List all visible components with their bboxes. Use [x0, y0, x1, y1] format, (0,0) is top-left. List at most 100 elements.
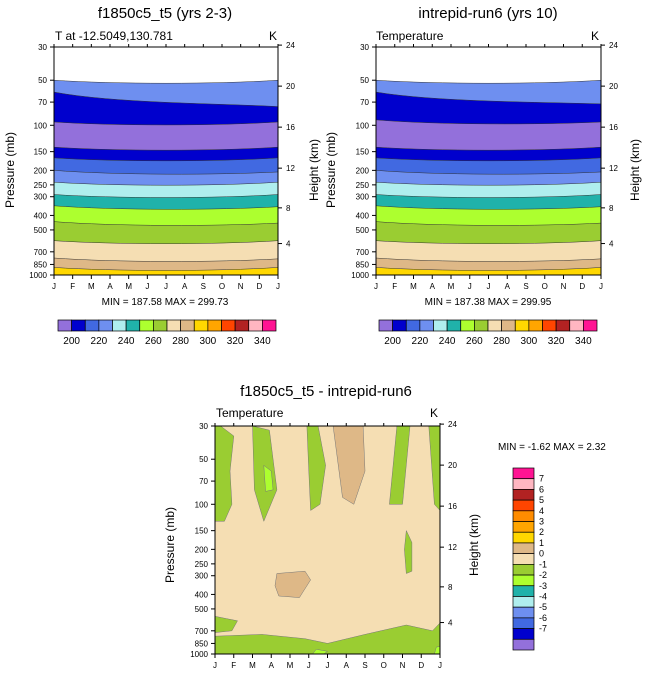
colorbar-box: [487, 319, 502, 332]
x-tick-label: A: [269, 661, 275, 670]
y-right-tick-label: 20: [609, 82, 618, 91]
colorbar-box: [248, 319, 263, 332]
y-axis-right-label: Height (km): [307, 139, 321, 201]
colorbar-box: [84, 319, 100, 332]
colorbar-label: 240: [118, 336, 135, 347]
y-tick-label: 150: [34, 148, 48, 157]
x-tick-label: J: [487, 282, 491, 291]
y-tick-label: 250: [34, 181, 48, 190]
x-tick-label: A: [182, 282, 188, 291]
x-tick-label: M: [88, 282, 95, 291]
y-tick-label: 50: [360, 76, 369, 85]
y-tick-label: 850: [356, 260, 370, 269]
colorbar-box: [98, 319, 113, 332]
y-tick-label: 250: [356, 181, 370, 190]
y-right-tick-label: 12: [609, 164, 618, 173]
colorbar-box: [583, 319, 598, 332]
colorbar-box: [512, 478, 535, 490]
y-tick-label: 300: [34, 193, 48, 202]
contour-region-12: [434, 646, 440, 654]
min-max-label: MIN = 187.58 MAX = 299.73: [102, 297, 229, 308]
x-tick-label: S: [201, 282, 206, 291]
contour-region-11: [312, 649, 329, 654]
y-tick-label: 200: [195, 545, 209, 554]
colorbar-box: [512, 489, 535, 501]
y-right-tick-label: 20: [448, 461, 457, 470]
y-tick-label: 400: [356, 211, 370, 220]
colorbar-box: [166, 319, 181, 332]
colorbar-label: 280: [493, 336, 510, 347]
colorbar-box: [419, 319, 434, 332]
y-tick-label: 200: [356, 166, 370, 175]
y-tick-label: 1000: [29, 271, 47, 280]
y-tick-label: 100: [34, 121, 48, 130]
colorbar-label: 5: [539, 495, 544, 505]
y-tick-label: 250: [195, 560, 209, 569]
colorbar-box: [512, 617, 535, 629]
colorbar-label: -1: [539, 559, 547, 569]
panel-intrepid: intrepid-run6 (yrs 10) Temperature K J F M…: [324, 5, 642, 347]
colorbar-label: 0: [539, 549, 544, 559]
y-tick-label: 500: [34, 226, 48, 235]
y-tick-label: 1000: [351, 271, 369, 280]
colorbar: 200 220 240 260 280 300 320 340: [57, 319, 277, 347]
x-tick-label: D: [579, 282, 585, 291]
colorbar-box: [71, 319, 86, 332]
contour-plot: J F M A M J J A S O N D J 30 50 70 100 150 200 250 300 400 500…: [351, 41, 618, 291]
y-tick-label: 300: [195, 572, 209, 581]
colorbar-box: [512, 531, 535, 544]
x-tick-label: D: [418, 661, 424, 670]
y-tick-label: 100: [356, 121, 370, 130]
x-tick-label: D: [256, 282, 262, 291]
colorbar-label: 340: [575, 336, 592, 347]
x-tick-label: J: [145, 282, 149, 291]
y-tick-label: 700: [356, 248, 370, 257]
y-tick-label: 400: [34, 211, 48, 220]
x-tick-label: J: [276, 282, 280, 291]
colorbar-box: [193, 319, 209, 332]
x-tick-label: O: [219, 282, 225, 291]
y-tick-label: 30: [199, 422, 208, 431]
colorbar-box: [512, 606, 535, 619]
x-tick-label: S: [523, 282, 528, 291]
y-right-tick-label: 12: [448, 543, 457, 552]
colorbar-label: 6: [539, 484, 544, 494]
y-right-tick-label: 4: [286, 240, 291, 249]
x-tick-label: N: [400, 661, 406, 670]
colorbar-box: [262, 319, 277, 332]
colorbar-box: [460, 319, 475, 332]
colorbar-label: 300: [521, 336, 538, 347]
y-tick-label: 500: [195, 605, 209, 614]
x-tick-label: J: [307, 661, 311, 670]
x-tick-label: O: [542, 282, 548, 291]
colorbar-box: [180, 319, 195, 332]
x-tick-label: F: [392, 282, 397, 291]
colorbar-label: -2: [539, 570, 547, 580]
panel-left-label: T at -12.5049,130.781: [55, 29, 173, 43]
colorbar-label: 7: [539, 474, 544, 484]
y-tick-label: 100: [195, 500, 209, 509]
colorbar-box: [125, 319, 141, 332]
colorbar-label: 280: [172, 336, 189, 347]
x-tick-label: M: [448, 282, 455, 291]
colorbar-box: [542, 319, 557, 332]
y-tick-label: 850: [34, 260, 48, 269]
colorbar-box: [221, 319, 236, 332]
x-tick-label: M: [287, 661, 294, 670]
y-tick-label: 70: [199, 477, 208, 486]
colorbar-box: [512, 499, 535, 512]
y-tick-label: 500: [356, 226, 370, 235]
y-tick-label: 150: [356, 148, 370, 157]
colorbar-label: 4: [539, 506, 544, 516]
colorbar-label: 1: [539, 538, 544, 548]
colorbar-box: [514, 319, 530, 332]
colorbar-box: [512, 628, 535, 640]
panel-f1850c5: f1850c5_t5 (yrs 2-3) T at -12.5049,130.7…: [3, 5, 321, 347]
colorbar-label: -4: [539, 591, 547, 601]
colorbar-box: [512, 596, 535, 608]
y-tick-label: 70: [38, 98, 47, 107]
colorbar-label: 220: [412, 336, 429, 347]
contour-fill-group: [376, 79, 601, 275]
colorbar-box: [405, 319, 421, 332]
colorbar-label: -5: [539, 602, 547, 612]
